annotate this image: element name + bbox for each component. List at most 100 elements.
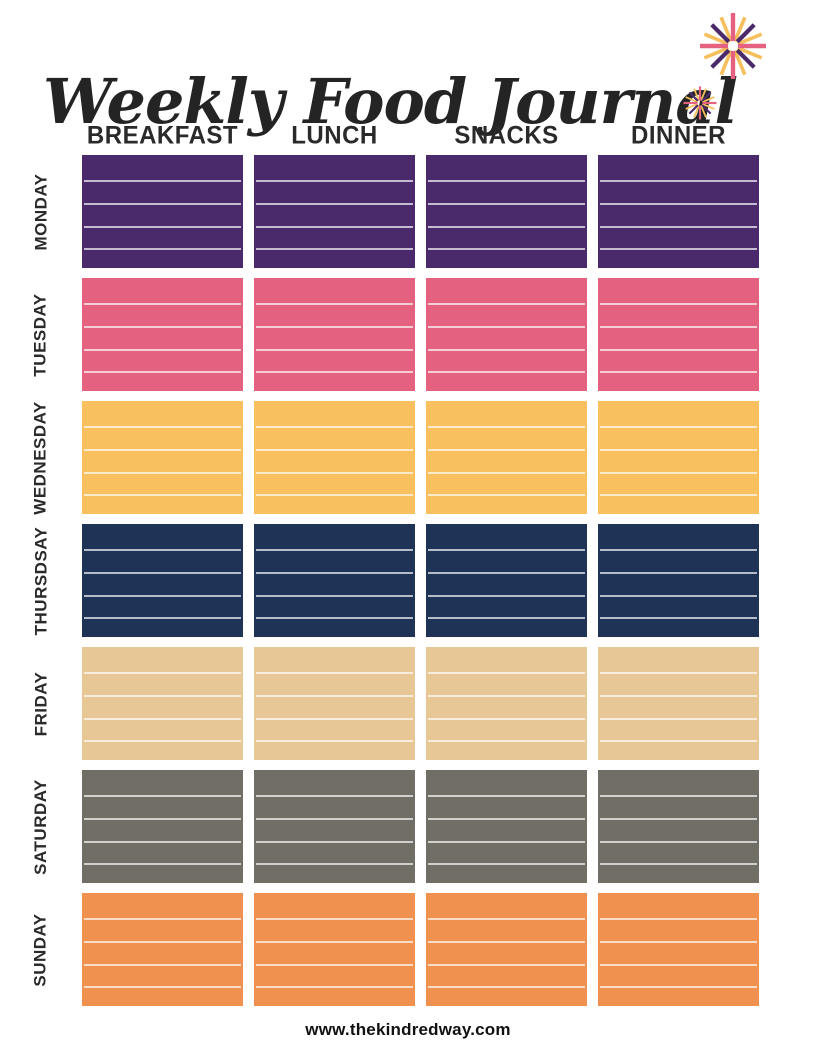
ruled-line [428,840,585,843]
ruled-line [428,818,585,821]
ruled-line [256,740,413,743]
ruled-line [600,471,757,474]
ruled-line [256,248,413,251]
ruled-line [600,494,757,497]
journal-cell-wednesday-snacks [426,401,587,514]
ruled-line [428,549,585,552]
ruled-line [84,303,241,306]
journal-cell-friday-snacks [426,647,587,760]
day-row-thursdsay: THURSDSAY [0,524,816,637]
starburst-icon-large [700,13,766,79]
ruled-line [256,717,413,720]
ruled-line [84,549,241,552]
ruled-line [256,695,413,698]
ruled-line [256,818,413,821]
ruled-line [428,348,585,351]
ruled-line [84,594,241,597]
ruled-line [600,594,757,597]
day-gutter: WEDNESDAY [0,401,82,514]
day-label-wednesday: WEDNESDAY [31,400,51,515]
starburst-purple-rays [688,91,712,115]
ruled-line [428,740,585,743]
ruled-line [600,426,757,429]
ruled-line [84,248,241,251]
ruled-line [600,740,757,743]
ruled-line [428,180,585,183]
day-row-sunday: SUNDAY [0,893,816,1006]
day-row-friday: FRIDAY [0,647,816,760]
day-cells [82,155,759,268]
ruled-line [256,180,413,183]
day-cells [82,647,759,760]
ruled-line [428,941,585,944]
ruled-line [256,572,413,575]
day-cells [82,524,759,637]
ruled-line [84,494,241,497]
column-header-lunch: LUNCH [291,121,378,150]
day-label-monday: MONDAY [31,173,50,250]
ruled-line [600,617,757,620]
ruled-line [84,941,241,944]
journal-cell-thursdsay-snacks [426,524,587,637]
ruled-line [600,348,757,351]
ruled-line [428,471,585,474]
day-row-saturday: SATURDAY [0,770,816,883]
ruled-line [600,303,757,306]
ruled-line [428,326,585,329]
day-cells [82,893,759,1006]
ruled-line [256,326,413,329]
ruled-line [256,449,413,452]
ruled-line [256,549,413,552]
ruled-line [428,449,585,452]
ruled-line [600,180,757,183]
footer-url: www.thekindredway.com [305,1020,511,1039]
ruled-line [256,348,413,351]
day-label-friday: FRIDAY [31,671,50,736]
journal-cell-sunday-lunch [254,893,415,1006]
journal-cell-monday-dinner [598,155,759,268]
ruled-line [256,963,413,966]
ruled-line [84,371,241,374]
ruled-line [600,203,757,206]
ruled-line [84,203,241,206]
ruled-line [428,717,585,720]
ruled-line [84,717,241,720]
day-row-monday: MONDAY [0,155,816,268]
ruled-line [256,371,413,374]
ruled-line [256,941,413,944]
ruled-line [428,863,585,866]
day-label-thursdsay: THURSDSAY [31,526,51,635]
ruled-line [84,471,241,474]
ruled-line [84,225,241,228]
ruled-line [84,918,241,921]
day-label-saturday: SATURDAY [31,778,50,875]
ruled-line [256,494,413,497]
journal-cell-saturday-dinner [598,770,759,883]
ruled-line [256,594,413,597]
ruled-line [428,303,585,306]
journal-cell-monday-breakfast [82,155,243,268]
ruled-line [84,180,241,183]
ruled-line [84,818,241,821]
ruled-line [428,963,585,966]
ruled-line [600,941,757,944]
day-cells [82,278,759,391]
ruled-line [600,549,757,552]
ruled-line [84,672,241,675]
day-cells [82,401,759,514]
ruled-line [428,494,585,497]
journal-cell-wednesday-lunch [254,401,415,514]
ruled-line [600,840,757,843]
starburst-pink-rays [700,13,766,79]
ruled-line [600,572,757,575]
ruled-line [256,303,413,306]
ruled-line [428,203,585,206]
day-gutter: SATURDAY [0,770,82,883]
journal-cell-tuesday-snacks [426,278,587,391]
starburst-purple-rays [710,23,756,69]
ruled-line [428,594,585,597]
day-gutter: THURSDSAY [0,524,82,637]
ruled-line [600,695,757,698]
ruled-line [256,863,413,866]
ruled-line [256,471,413,474]
